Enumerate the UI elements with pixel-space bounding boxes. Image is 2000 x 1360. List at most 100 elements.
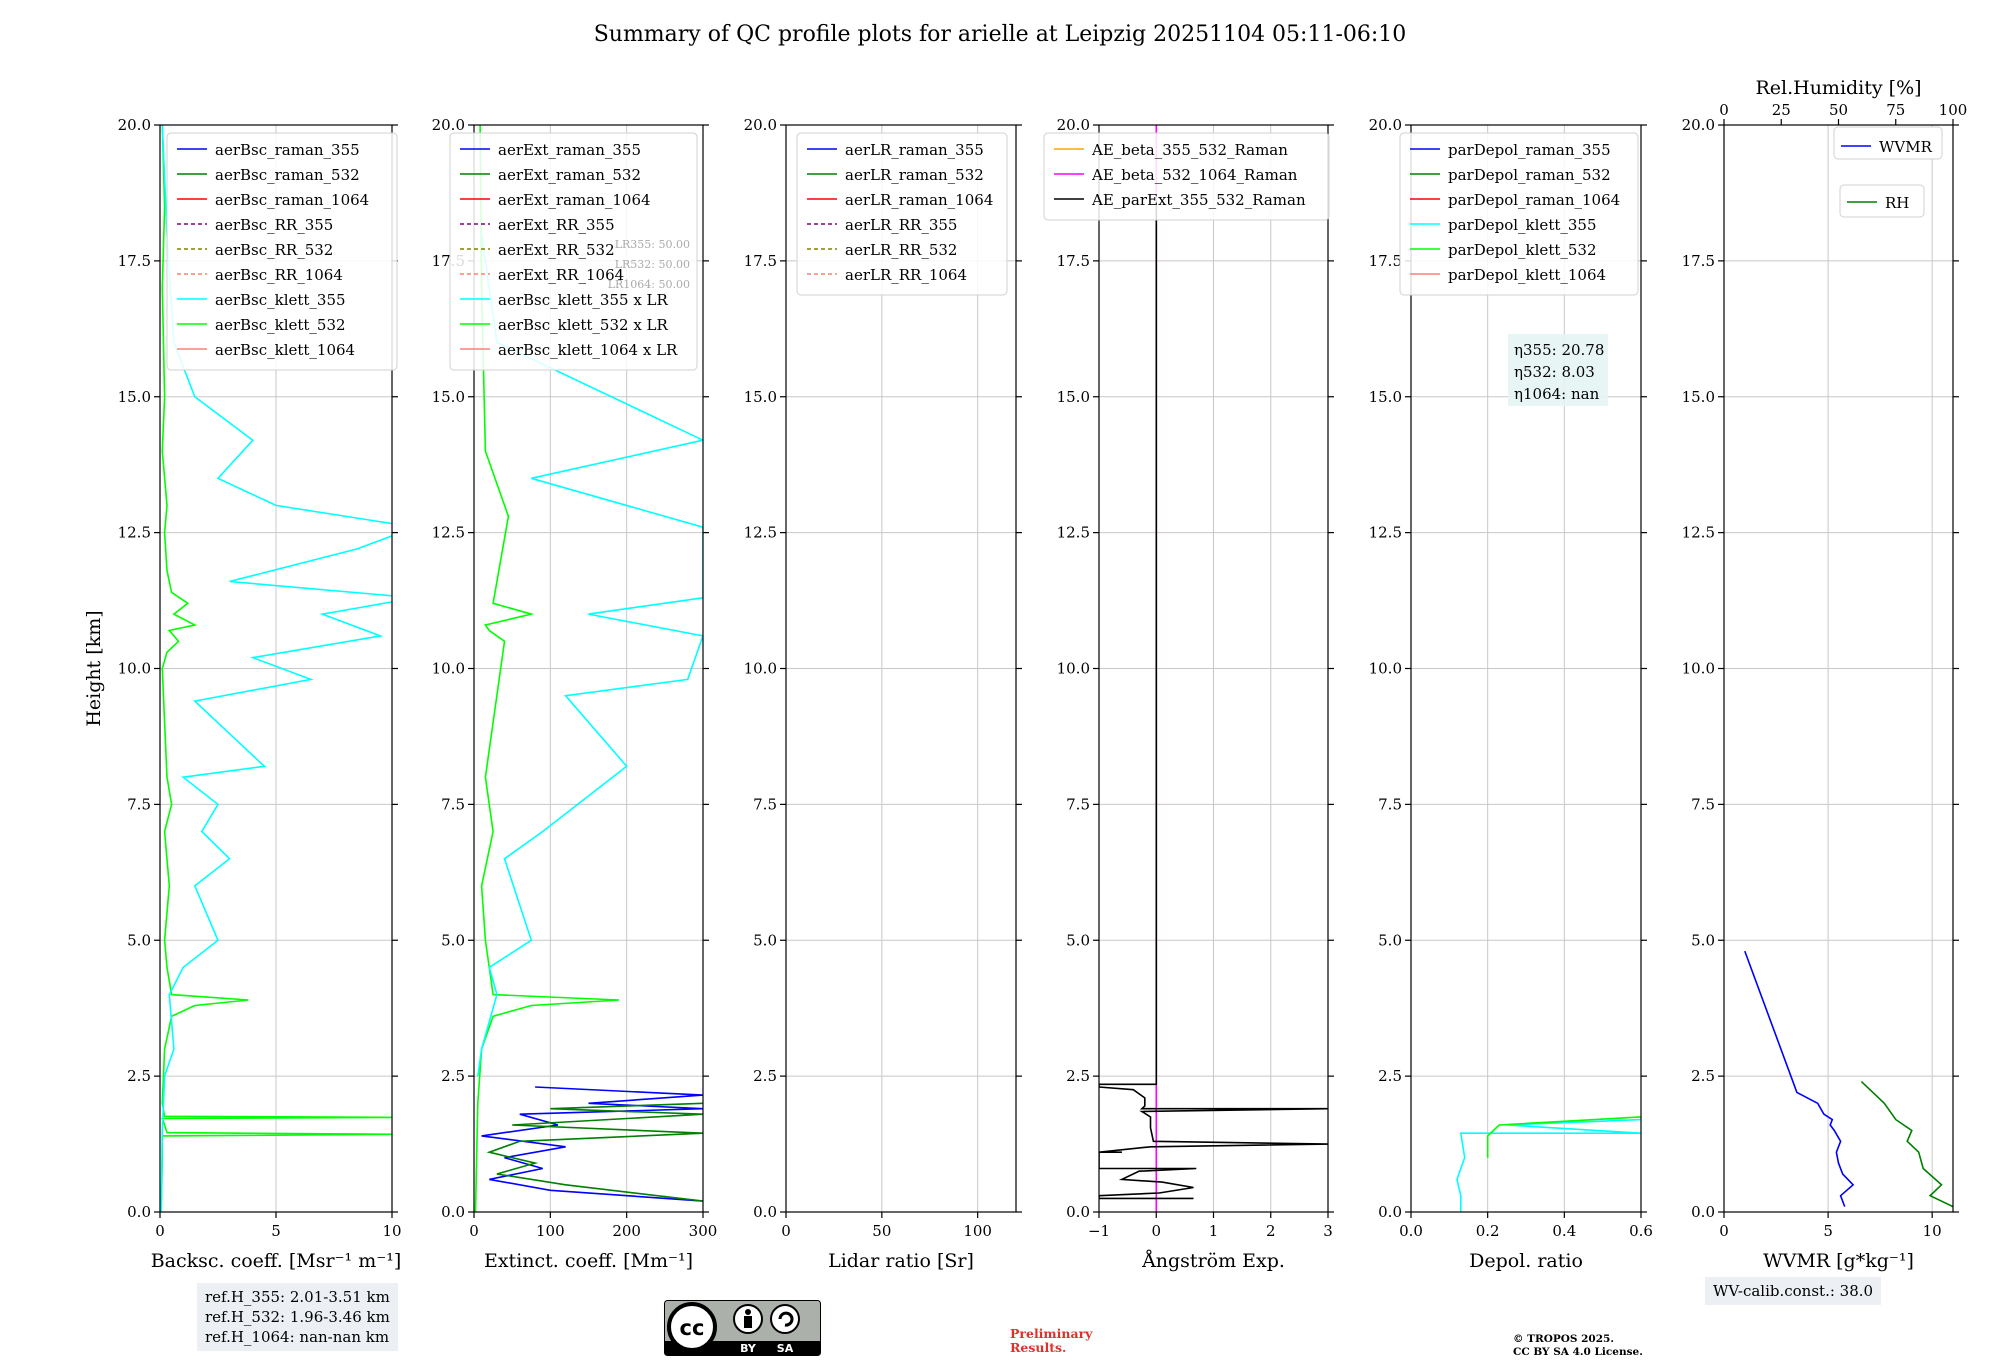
xtick-label: 100 [963, 1222, 992, 1240]
ytick-label: 7.5 [1691, 795, 1715, 813]
lr-label: LR355: 50.00 [615, 238, 690, 251]
legend-label: parDepol_raman_355 [1448, 141, 1611, 159]
yaxis-label: Height [km] [83, 610, 105, 726]
panel-lidar_ratio: 0.0 2.5 5.0 7.5 10.0 12.5 15.0 17.5 20.0 0 50 100 Li… [744, 116, 1022, 1272]
legend-label: aerBsc_klett_1064 [215, 341, 355, 359]
legend-label: AE_beta_355_532_Raman [1091, 141, 1288, 159]
copyright-line2: CC BY SA 4.0 License. [1513, 1346, 1643, 1358]
ytick-label: 10.0 [744, 660, 777, 678]
ytick-label: 2.5 [753, 1067, 777, 1085]
ytick-label: 10.0 [118, 660, 151, 678]
eta-label: η355: 20.78 [1514, 341, 1604, 359]
xtick-label: 300 [689, 1222, 718, 1240]
x2tick-label: 100 [1939, 101, 1968, 119]
xaxis-label: Depol. ratio [1469, 1250, 1583, 1272]
ytick-label: 0.0 [441, 1203, 465, 1221]
legend-label: aerBsc_RR_1064 [215, 266, 343, 284]
legend: WVMR RH [1833, 126, 1943, 218]
legend-label: WVMR [1879, 138, 1933, 156]
ytick-label: 0.0 [127, 1203, 151, 1221]
legend-label: aerLR_RR_532 [845, 241, 957, 259]
ytick-label: 10.0 [1369, 660, 1402, 678]
series-group [1099, 125, 1328, 1212]
legend-label: parDepol_raman_532 [1448, 166, 1611, 184]
legend-label: aerBsc_klett_532 x LR [498, 316, 669, 334]
ytick-label: 15.0 [1057, 388, 1090, 406]
legend-label: aerLR_raman_532 [845, 166, 984, 184]
xtick-label: 5 [1823, 1222, 1833, 1240]
series-aerExt_raman_532 [486, 1102, 703, 1202]
ytick-label: 2.5 [1066, 1067, 1090, 1085]
legend-label: aerBsc_klett_532 [215, 316, 346, 334]
ytick-label: 15.0 [1682, 388, 1715, 406]
xtick-label: 1 [1209, 1222, 1219, 1240]
series-aerBsc_klett_355 [160, 125, 392, 1212]
ytick-label: 0.0 [753, 1203, 777, 1221]
ytick-label: 20.0 [1682, 116, 1715, 134]
legend-label: aerLR_raman_1064 [845, 191, 993, 209]
legend-label: aerExt_raman_532 [498, 166, 641, 184]
preliminary-line2: Results. [1010, 1340, 1067, 1355]
legend-label: parDepol_klett_355 [1448, 216, 1597, 234]
sa-share-icon [770, 1304, 800, 1334]
lr-label: LR532: 50.00 [615, 258, 690, 271]
ytick-label: 17.5 [118, 252, 151, 270]
ytick-label: 2.5 [441, 1067, 465, 1085]
xtick-label: −1 [1088, 1222, 1110, 1240]
panel-depol: 0.0 2.5 5.0 7.5 10.0 12.5 15.0 17.5 20.0 0.0 0.2 0.… [1369, 116, 1653, 1272]
legend-label: aerBsc_raman_1064 [215, 191, 369, 209]
legend-label: parDepol_klett_532 [1448, 241, 1597, 259]
ytick-label: 20.0 [432, 116, 465, 134]
ytick-label: 17.5 [744, 252, 777, 270]
ytick-label: 5.0 [753, 931, 777, 949]
series-aerBsc_klett_532 x LR [474, 125, 620, 1212]
ytick-label: 12.5 [1682, 524, 1715, 542]
legend-label: parDepol_raman_1064 [1448, 191, 1620, 209]
series-RH [1860, 1081, 1953, 1208]
legend-label: aerBsc_klett_1064 x LR [498, 341, 678, 359]
series-aerBsc_klett_532 [160, 125, 392, 1212]
ytick-label: 5.0 [1066, 931, 1090, 949]
xtick-label: 0.4 [1552, 1222, 1576, 1240]
legend-box [796, 132, 1008, 296]
sa-arrow-icon [778, 1311, 794, 1327]
refh-532: ref.H_532: 1.96-3.46 km [205, 1308, 390, 1326]
series-group [1744, 950, 1953, 1208]
ytick-label: 7.5 [1066, 795, 1090, 813]
ytick-label: 10.0 [1057, 660, 1090, 678]
xtick-label: 5 [271, 1222, 281, 1240]
xaxis-label: WVMR [g*kg⁻¹] [1763, 1250, 1914, 1272]
panel-extinction: 0.02.55.07.510.012.515.017.520.00 100 200 3… [432, 116, 718, 1272]
xtick-label: 10 [1923, 1222, 1942, 1240]
legend: aerBsc_raman_355 aerBsc_raman_532 aerBsc_r… [166, 132, 398, 371]
xtick-label: 0.2 [1476, 1222, 1500, 1240]
xtick-label: 0.0 [1399, 1222, 1423, 1240]
legend-label: aerExt_RR_1064 [498, 266, 624, 284]
ytick-label: 20.0 [744, 116, 777, 134]
by-label: BY [740, 1342, 757, 1355]
legend-label: AE_parExt_355_532_Raman [1091, 191, 1306, 209]
legend-label: aerBsc_raman_532 [215, 166, 360, 184]
x2tick-label: 50 [1829, 101, 1848, 119]
x2tick-label: 25 [1772, 101, 1791, 119]
eta-label: η532: 8.03 [1514, 363, 1595, 381]
ytick-label: 15.0 [118, 388, 151, 406]
preliminary-line1: Preliminary [1010, 1326, 1093, 1341]
ytick-label: 12.5 [118, 524, 151, 542]
legend-label: RH [1885, 194, 1909, 212]
legend-label: aerBsc_klett_355 [215, 291, 346, 309]
ytick-label: 12.5 [744, 524, 777, 542]
refh-355: ref.H_355: 2.01-3.51 km [205, 1288, 390, 1306]
by-person-body [744, 1316, 752, 1328]
legend-label: aerExt_RR_532 [498, 241, 615, 259]
ytick-label: 7.5 [753, 795, 777, 813]
legend-box-rh [1839, 184, 1925, 218]
legend-box-wvmr [1833, 126, 1943, 160]
preliminary-note: Preliminary Results. [1010, 1327, 1092, 1355]
eta-box [1508, 334, 1608, 406]
xaxis-label: Lidar ratio [Sr] [828, 1250, 974, 1272]
by-person-head [745, 1309, 751, 1315]
legend-label: aerExt_raman_355 [498, 141, 641, 159]
